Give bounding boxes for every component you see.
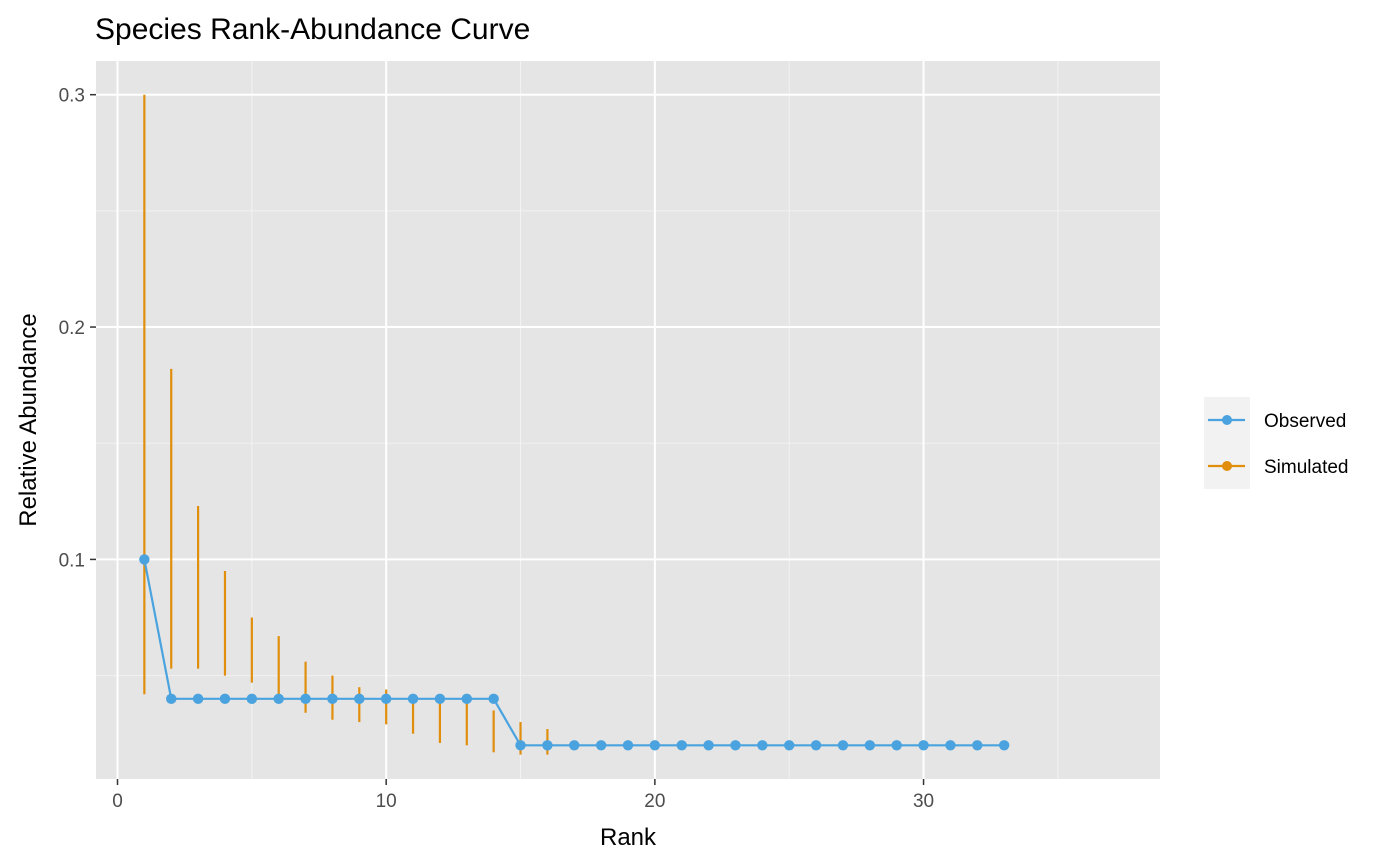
observed-point <box>434 693 446 705</box>
observed-point <box>139 554 150 565</box>
observed-point <box>542 740 553 751</box>
y-axis-title: Relative Abundance <box>15 313 42 527</box>
legend-background <box>1204 397 1250 489</box>
legend-label-simulated: Simulated <box>1264 457 1349 478</box>
observed-point <box>461 693 472 705</box>
observed-point <box>622 740 634 751</box>
observed-point <box>649 740 661 751</box>
observed-point <box>488 693 499 705</box>
observed-point <box>945 740 956 751</box>
observed-point <box>569 740 580 751</box>
observed-point <box>166 693 177 705</box>
observed-point <box>730 740 741 751</box>
chart-title: Species Rank-Abundance Curve <box>95 13 530 46</box>
y-tick-label: 0.1 <box>59 550 85 571</box>
observed-point <box>354 693 365 705</box>
legend-key-simulated-point <box>1222 461 1232 471</box>
observed-point <box>515 740 526 751</box>
observed-point <box>246 693 258 705</box>
x-axis: 0 10 20 30 <box>112 779 934 812</box>
observed-point <box>891 740 902 751</box>
observed-point <box>998 740 1010 751</box>
simulated-series <box>143 94 576 755</box>
observed-point <box>192 693 204 705</box>
x-tick-label: 20 <box>644 791 665 812</box>
observed-point <box>918 740 929 751</box>
observed-point <box>595 740 607 751</box>
observed-point <box>810 740 822 751</box>
plot-panel <box>96 61 1160 779</box>
observed-point <box>837 740 849 751</box>
x-tick-label: 0 <box>112 791 123 812</box>
observed-point <box>784 740 795 751</box>
observed-point <box>407 693 419 705</box>
legend: Observed Simulated <box>1204 397 1349 489</box>
observed-point <box>864 740 876 751</box>
legend-key-observed-point <box>1222 415 1232 425</box>
x-axis-title: Rank <box>600 824 657 851</box>
observed-point <box>703 740 714 751</box>
y-axis: 0.1 0.2 0.3 <box>59 86 96 571</box>
y-tick-label: 0.2 <box>59 318 85 339</box>
major-gridlines <box>96 61 1160 779</box>
observed-point <box>273 693 284 705</box>
x-tick-label: 10 <box>376 791 397 812</box>
minor-gridlines <box>96 61 1160 779</box>
observed-point <box>327 693 338 705</box>
observed-point <box>300 693 311 705</box>
observed-series <box>139 554 1010 751</box>
observed-point <box>972 740 983 751</box>
observed-point <box>757 740 768 751</box>
observed-point <box>676 740 687 751</box>
x-tick-label: 30 <box>913 791 934 812</box>
legend-label-observed: Observed <box>1264 411 1346 432</box>
observed-point <box>380 693 392 705</box>
observed-point <box>219 693 231 705</box>
y-tick-label: 0.3 <box>59 86 85 107</box>
